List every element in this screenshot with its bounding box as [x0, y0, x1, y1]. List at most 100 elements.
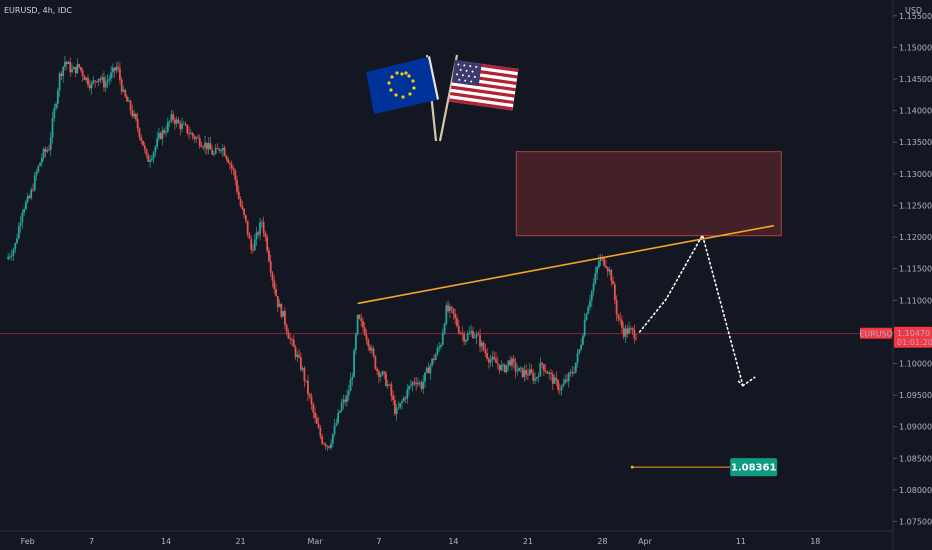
- candle-body: [452, 308, 455, 314]
- candle-body: [28, 196, 31, 198]
- candle-body: [104, 82, 107, 88]
- candle-body: [152, 152, 155, 159]
- candle-body: [259, 222, 261, 235]
- candle-body: [264, 233, 267, 238]
- candle-body: [207, 143, 210, 150]
- candle-countdown: 01:01:20: [897, 338, 932, 347]
- time-axis[interactable]: Feb 7 14 21 Mar 7 14 21 28 Apr 11 18: [0, 530, 893, 546]
- candle-body: [205, 142, 208, 150]
- candle-body: [74, 66, 77, 74]
- candle-body: [278, 303, 281, 308]
- candle-body: [503, 364, 506, 373]
- candle-body: [35, 171, 38, 176]
- candle-body: [370, 348, 373, 351]
- price-axis[interactable]: 1.15500 1.15000 1.14500 1.14000 1.13500 1.130…: [892, 0, 932, 550]
- candle-body: [234, 170, 237, 180]
- candle-body: [420, 382, 423, 389]
- candle-body: [16, 238, 18, 244]
- candle-body: [257, 232, 260, 235]
- candle-body: [182, 123, 185, 125]
- candle-body: [597, 261, 600, 268]
- candle-body: [631, 328, 634, 330]
- candle-body: [253, 239, 256, 251]
- candle-body: [585, 313, 588, 321]
- candle-body: [418, 382, 421, 384]
- x-tick-label: 14: [161, 537, 171, 546]
- candle-body: [71, 69, 73, 73]
- candle-body: [246, 220, 249, 235]
- candle-body: [457, 325, 460, 333]
- candle-body: [354, 334, 357, 351]
- y-tick-label: 1.08000: [899, 486, 932, 495]
- candle-body: [198, 137, 201, 146]
- candle-body: [184, 123, 187, 125]
- candle-body: [534, 378, 536, 381]
- candle-body: [347, 390, 350, 396]
- candle-body: [378, 371, 380, 377]
- candle-body: [606, 267, 609, 272]
- candle-body: [32, 189, 34, 191]
- candle-body: [470, 330, 473, 333]
- candle-body: [248, 234, 251, 239]
- candle-body: [186, 124, 189, 134]
- candle-body: [241, 205, 244, 209]
- x-tick-label: 18: [810, 537, 820, 546]
- candle-body: [95, 81, 98, 83]
- y-tick-label: 1.14000: [899, 107, 932, 116]
- x-tick-label: 28: [597, 537, 607, 546]
- candle-body: [289, 338, 292, 340]
- resistance-zone[interactable]: [515, 151, 782, 237]
- candle-body: [120, 79, 123, 92]
- candle-body: [528, 369, 531, 376]
- candle-body: [230, 164, 233, 169]
- eu-flag-icon: [366, 54, 439, 142]
- candle-body: [539, 362, 542, 377]
- candle-body: [392, 395, 395, 401]
- candle-body: [115, 66, 118, 71]
- candle-body: [521, 367, 524, 377]
- candle-body: [537, 376, 540, 378]
- candle-body: [168, 121, 171, 123]
- candle-body: [408, 386, 410, 390]
- candle-body: [397, 407, 400, 409]
- x-tick-label: 11: [736, 537, 746, 546]
- trendline[interactable]: [357, 224, 774, 305]
- candle-body: [431, 358, 434, 366]
- candle-body: [211, 149, 214, 155]
- candle-body: [260, 222, 263, 223]
- candle-body: [216, 148, 219, 149]
- candle-body: [10, 255, 13, 257]
- candle-body: [204, 142, 206, 148]
- candle-body: [303, 368, 306, 381]
- candle-body: [578, 349, 581, 353]
- candle-body: [307, 380, 309, 395]
- candle-body: [342, 399, 345, 404]
- y-tick-label: 1.13500: [899, 138, 932, 147]
- candle-body: [149, 160, 151, 162]
- candle-body: [557, 380, 559, 390]
- candle-body: [527, 374, 529, 376]
- candle-body: [450, 306, 453, 309]
- candle-body: [605, 265, 607, 268]
- symbol-badge-text: EURUSD: [859, 329, 893, 338]
- candle-body: [51, 118, 54, 138]
- current-price-value: 1.10470: [897, 329, 930, 338]
- candle-body: [195, 137, 198, 140]
- candle-body: [464, 340, 467, 342]
- candle-body: [166, 122, 169, 132]
- candle-body: [413, 382, 416, 384]
- candle-body: [390, 384, 393, 396]
- candle-body: [7, 256, 10, 260]
- candle-body: [321, 436, 324, 444]
- candle-body: [500, 364, 503, 371]
- candle-body: [333, 425, 336, 434]
- candle-body: [443, 323, 446, 334]
- candle-body: [335, 422, 338, 426]
- candle-body: [90, 82, 93, 89]
- candle-body: [189, 132, 192, 134]
- target-level[interactable]: 1.08361: [630, 458, 778, 477]
- projection-arrow[interactable]: [638, 233, 756, 387]
- candle-body: [177, 119, 180, 123]
- candle-body: [535, 377, 538, 379]
